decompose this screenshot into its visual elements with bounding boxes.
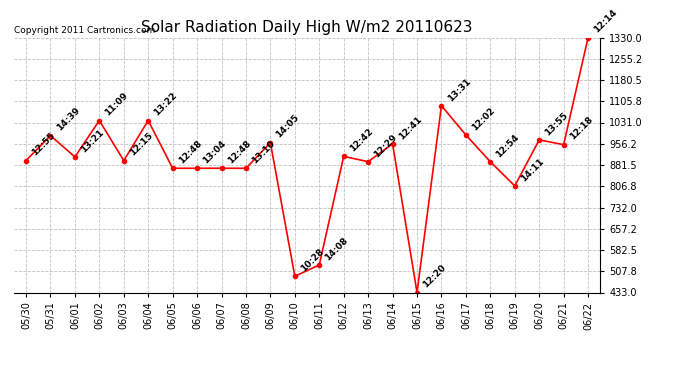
Text: 14:39: 14:39 bbox=[55, 106, 81, 133]
Text: 12:02: 12:02 bbox=[470, 106, 497, 132]
Text: 12:18: 12:18 bbox=[568, 115, 594, 142]
Text: 12:15: 12:15 bbox=[128, 131, 155, 158]
Text: 13:21: 13:21 bbox=[79, 128, 106, 154]
Text: 14:05: 14:05 bbox=[275, 113, 301, 140]
Text: 13:22: 13:22 bbox=[152, 91, 179, 118]
Text: 12:48: 12:48 bbox=[177, 139, 204, 165]
Text: 12:41: 12:41 bbox=[397, 114, 424, 141]
Text: 13:04: 13:04 bbox=[201, 139, 228, 165]
Text: 10:28: 10:28 bbox=[299, 247, 326, 273]
Text: 12:29: 12:29 bbox=[373, 132, 399, 159]
Text: Copyright 2011 Cartronics.com: Copyright 2011 Cartronics.com bbox=[14, 26, 155, 35]
Text: 13:55: 13:55 bbox=[543, 111, 570, 137]
Text: 11:09: 11:09 bbox=[104, 91, 130, 118]
Text: 14:08: 14:08 bbox=[324, 236, 350, 262]
Text: 12:54: 12:54 bbox=[495, 132, 521, 159]
Text: 12:48: 12:48 bbox=[226, 139, 253, 165]
Text: 12:20: 12:20 bbox=[421, 263, 448, 290]
Title: Solar Radiation Daily High W/m2 20110623: Solar Radiation Daily High W/m2 20110623 bbox=[141, 20, 473, 35]
Text: 12:55: 12:55 bbox=[30, 131, 57, 158]
Text: 13:31: 13:31 bbox=[446, 76, 472, 103]
Text: 13:10: 13:10 bbox=[250, 139, 277, 165]
Text: 12:42: 12:42 bbox=[348, 127, 375, 153]
Text: 12:14: 12:14 bbox=[592, 8, 619, 35]
Text: 14:11: 14:11 bbox=[519, 156, 546, 183]
